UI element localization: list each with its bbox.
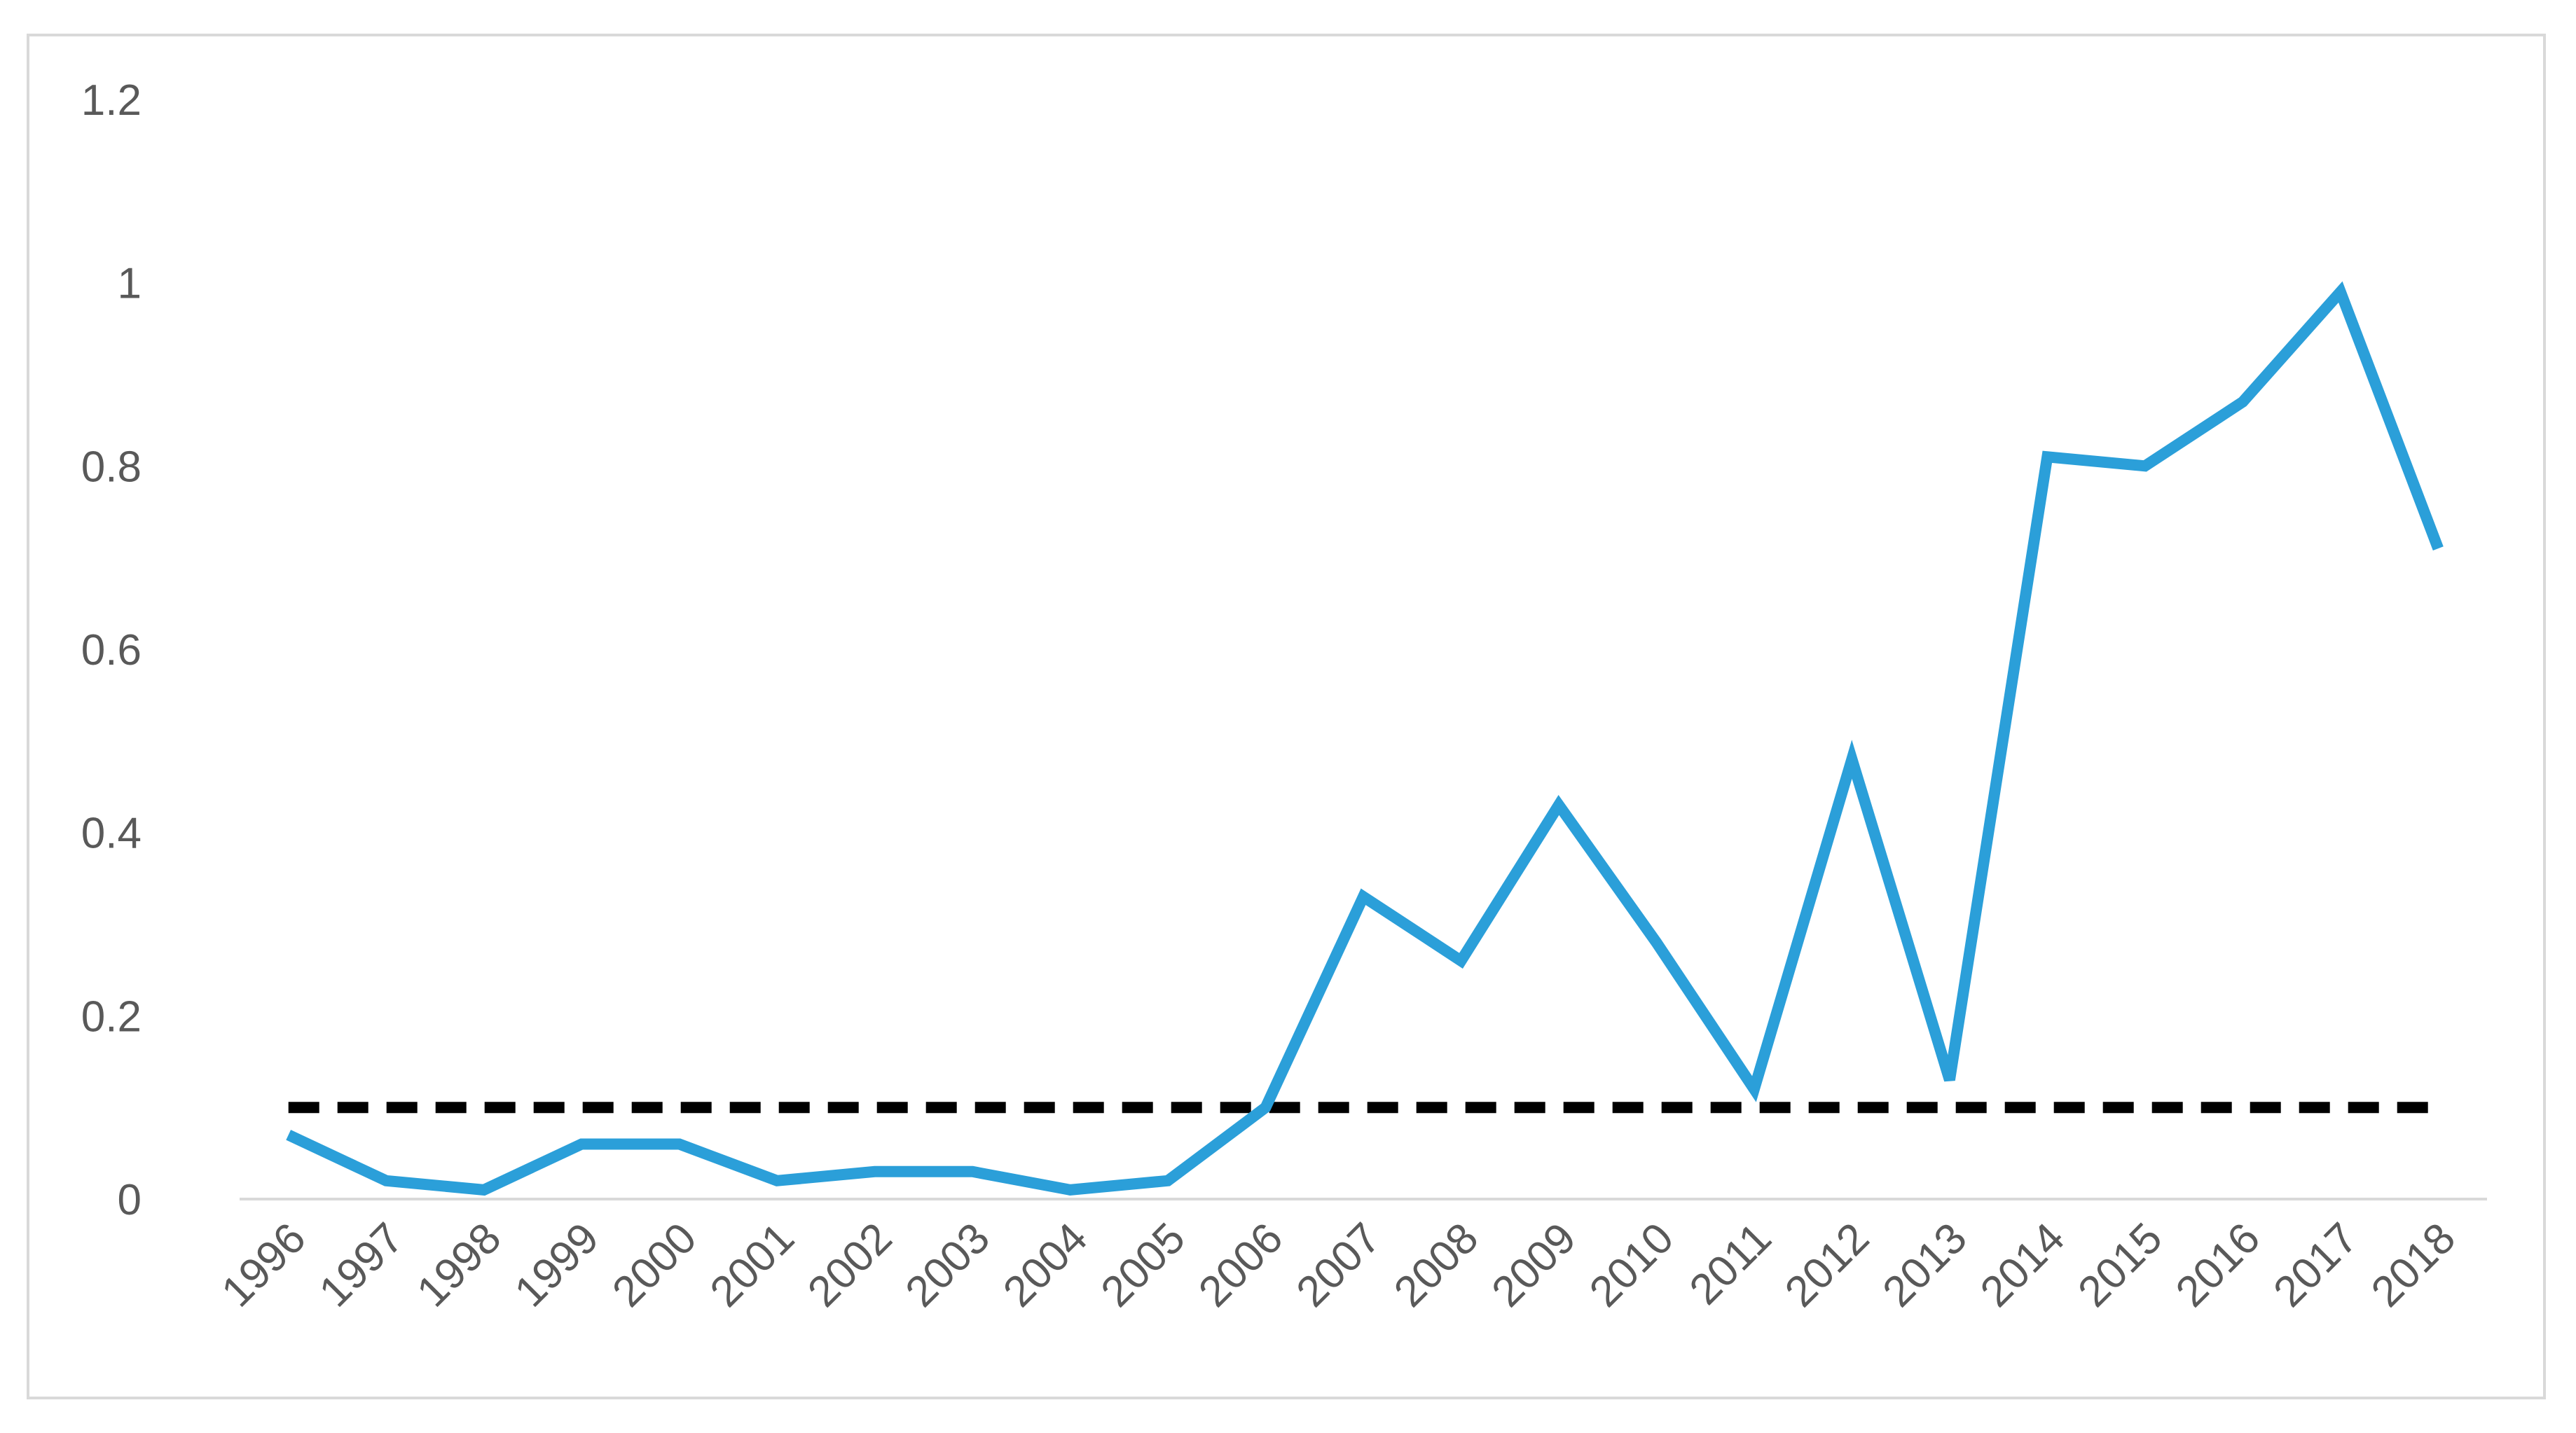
data-point — [1455, 955, 1466, 967]
x-tick-label: 2001 — [701, 1214, 804, 1316]
x-tick-label: 2002 — [799, 1214, 901, 1316]
x-tick-label: 2012 — [1776, 1214, 1878, 1316]
x-tick-label: 2008 — [1385, 1214, 1487, 1316]
data-point — [2432, 543, 2444, 554]
data-point — [478, 1184, 490, 1196]
data-point — [2237, 396, 2248, 408]
x-tick-label: 2017 — [2264, 1214, 2367, 1316]
x-tick-label: 1998 — [408, 1214, 510, 1316]
data-point — [1846, 754, 1857, 765]
data-point — [1944, 1074, 1955, 1086]
x-tick-label: 1996 — [212, 1214, 315, 1316]
data-point — [1553, 799, 1564, 810]
series-line — [286, 281, 2444, 1196]
x-tick-label: 2013 — [1873, 1214, 1976, 1316]
x-tick-label: 2014 — [1971, 1214, 2074, 1316]
x-tick-label: 2006 — [1190, 1214, 1292, 1316]
data-point — [576, 1139, 587, 1150]
data-point — [1162, 1175, 1173, 1186]
x-tick-label: 2000 — [603, 1214, 705, 1316]
data-point — [2041, 451, 2053, 462]
data-point — [771, 1175, 783, 1186]
chart-frame: 0 0.2 0.4 0.6 0.8 1 1.2 1996 1997 1998 1999 2000 200… — [27, 34, 2546, 1399]
data-point — [1651, 937, 1662, 948]
data-point — [2140, 460, 2151, 471]
data-point — [674, 1139, 685, 1150]
line-chart: 00.20.40.60.811.219961997199819992000200… — [81, 76, 2487, 1316]
x-tick-label: 2003 — [897, 1214, 999, 1316]
y-tick-label: 1.2 — [81, 76, 142, 125]
data-point — [1749, 1084, 1760, 1095]
x-tick-label: 2004 — [994, 1214, 1096, 1316]
data-point — [380, 1175, 392, 1186]
x-tick-label: 2010 — [1580, 1214, 1683, 1316]
data-point — [1260, 1102, 1272, 1113]
x-tick-label: 2009 — [1483, 1214, 1585, 1316]
data-point — [1358, 891, 1369, 902]
y-tick-label: 0.6 — [81, 626, 142, 674]
y-tick-label: 0.2 — [81, 992, 142, 1041]
x-tick-label: 2018 — [2362, 1214, 2465, 1316]
data-point — [869, 1166, 881, 1177]
data-point — [967, 1166, 978, 1177]
data-point — [1065, 1184, 1076, 1196]
x-tick-label: 2016 — [2167, 1214, 2269, 1316]
x-tick-label: 1999 — [506, 1214, 608, 1316]
data-point — [2335, 286, 2346, 298]
y-tick-label: 0.8 — [81, 443, 142, 491]
x-tick-label: 2005 — [1092, 1214, 1194, 1316]
data-point — [283, 1129, 294, 1140]
y-tick-label: 0 — [118, 1176, 142, 1224]
x-tick-label: 2011 — [1681, 1214, 1781, 1314]
x-tick-label: 1997 — [310, 1214, 413, 1316]
y-tick-label: 1 — [118, 260, 142, 308]
y-tick-label: 0.4 — [81, 810, 142, 858]
x-tick-label: 2015 — [2069, 1214, 2171, 1316]
x-tick-label: 2007 — [1288, 1214, 1390, 1316]
